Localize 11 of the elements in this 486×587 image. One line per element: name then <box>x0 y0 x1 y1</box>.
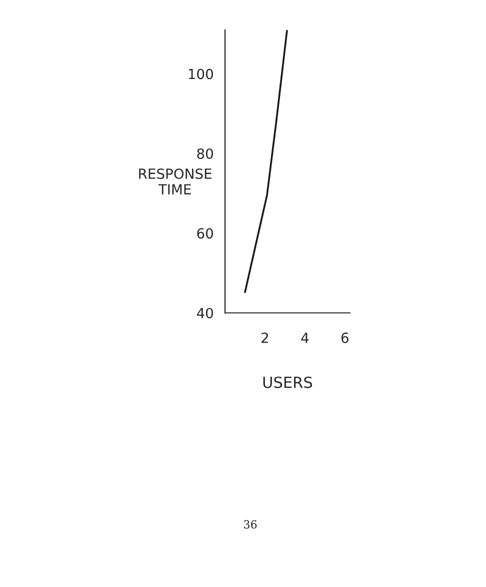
y-tick-label: 100 <box>188 68 213 80</box>
y-tick-label: 80 <box>197 148 213 159</box>
x-axis-title: USERS <box>263 376 312 388</box>
y-tick-label: 40 <box>196 308 213 318</box>
x-tick-label: 2 <box>262 332 268 343</box>
y-axis-title: RESPONSE TIME <box>139 168 212 194</box>
x-tick-label: 6 <box>341 332 348 344</box>
text: 36 <box>244 520 257 529</box>
line-series <box>244 30 288 294</box>
y-tick-label: 60 <box>197 228 213 239</box>
x-tick-label: 4 <box>301 332 309 343</box>
